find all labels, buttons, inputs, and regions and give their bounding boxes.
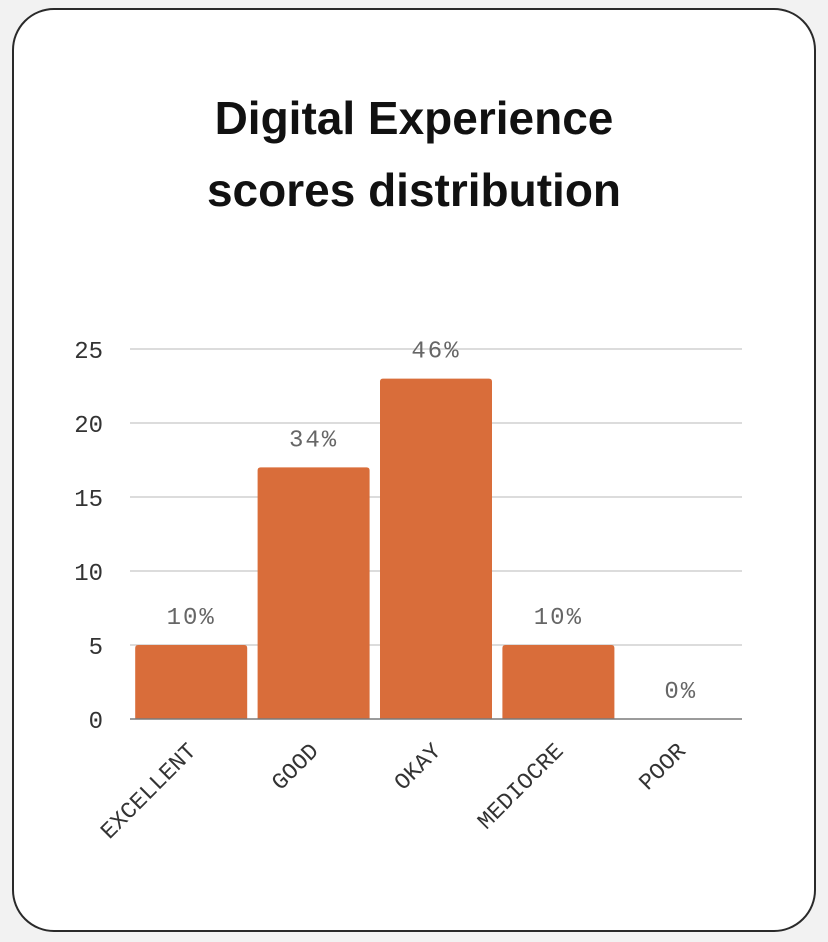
data-label-poor: 0% [664,679,697,706]
bar-okay [380,378,492,719]
x-tick-label-excellent: EXCELLENT [96,739,202,845]
bar-excellent [135,645,248,719]
chart-title-line-1: Digital Experience [214,92,614,144]
y-tick-label-15: 15 [74,487,103,514]
x-tick-label-mediocre: MEDIOCRE [473,739,569,835]
x-tick-label-good: GOOD [267,739,324,796]
y-tick-label-25: 25 [74,339,103,366]
data-label-mediocre: 10% [534,605,583,632]
y-tick-label-20: 20 [74,413,103,440]
chart-card: Digital Experience scores distribution [12,8,816,932]
y-tick-label-0: 0 [89,709,103,736]
y-tick-label-5: 5 [89,635,103,662]
chart-title-line-2: scores distribution [206,164,622,216]
data-label-good: 34% [289,427,338,454]
bar-good [257,467,370,719]
y-tick-label-10: 10 [74,561,103,588]
x-tick-label-okay: OKAY [390,738,448,796]
data-label-okay: 46% [411,339,460,366]
data-label-excellent: 10% [167,605,216,632]
x-tick-label-poor: POOR [634,738,692,796]
chart-title: Digital Experience scores distribution [14,82,814,226]
bar-mediocre [502,645,615,719]
